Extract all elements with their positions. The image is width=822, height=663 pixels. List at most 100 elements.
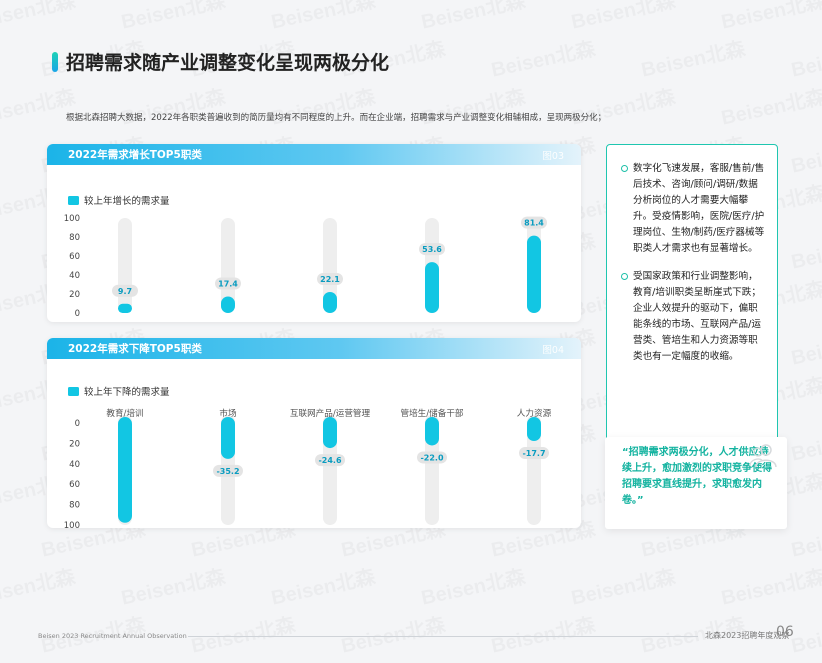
watermark-text: Beisen北森 (0, 0, 77, 35)
data-label: 81.4 (524, 219, 544, 228)
watermark-text: Beisen北森 (118, 560, 227, 610)
watermark-text: Beisen北森 (118, 0, 227, 35)
bar (527, 417, 541, 442)
y-tick-label: 80 (69, 233, 80, 243)
data-label-pill (519, 447, 549, 460)
legend-label: 较上年增长的需求量 (84, 195, 170, 207)
watermark-text: Beisen北森 (268, 80, 377, 130)
y-tick-label: 0 (75, 419, 80, 429)
category-label: 教育/培训 (106, 407, 143, 419)
category-label: 人力资源 (517, 407, 552, 419)
y-tick-label: 0 (75, 309, 80, 319)
watermark-text: Beisen北森 (488, 608, 597, 658)
decline-chart-title: 2022年需求下降TOP5职类 (68, 343, 202, 355)
watermark-text: Beisen北森 (418, 80, 527, 130)
bullet-dot-icon (621, 165, 628, 172)
y-tick-label: 40 (69, 460, 80, 470)
watermark-text: Beisen北森 (718, 560, 822, 610)
watermark-text: Beisen北森 (568, 560, 677, 610)
watermark-text: Beisen北森 (0, 80, 77, 130)
bar-track (323, 218, 337, 313)
bar (221, 296, 235, 313)
bar (221, 417, 235, 459)
insight-text: 数字化飞速发展，客服/售前/售后技术、咨询/顾问/调研/数据分析岗位的人才需要大… (633, 163, 765, 254)
data-label: 22.1 (320, 275, 340, 284)
watermark-text: Beisen北森 (638, 32, 747, 82)
decline-chart-panel: 2022年需求下降TOP5职类 图04 较上年下降的需求量 0 20 40 60 80 10… (47, 338, 581, 528)
category-label: 互联网产品/运营管理 (290, 407, 371, 419)
people-icon (749, 444, 777, 468)
y-tick-label: 60 (69, 480, 80, 490)
y-tick-label: 80 (69, 501, 80, 511)
insight-item: 数字化飞速发展，客服/售前/售后技术、咨询/顾问/调研/数据分析岗位的人才需要大… (621, 161, 765, 257)
watermark-text: Beisen北森 (568, 0, 677, 35)
page-number: 06 (776, 624, 794, 640)
decline-chart-figure-label: 图04 (542, 344, 564, 356)
category-label: 市场 (219, 407, 237, 419)
watermark-text: Beisen北森 (718, 0, 822, 35)
data-label-pill (213, 464, 243, 477)
watermark-text: Beisen北森 (788, 512, 822, 562)
watermark-text: Beisen北森 (568, 80, 677, 130)
data-label-pill (215, 277, 241, 290)
watermark-text: Beisen北森 (788, 128, 822, 178)
bullet-dot-icon (621, 273, 628, 280)
bar (527, 235, 541, 313)
y-tick-label: 100 (64, 214, 80, 224)
watermark-text: Beisen北森 (488, 32, 597, 82)
legend-label: 较上年下降的需求量 (84, 386, 170, 398)
legend-swatch (68, 387, 79, 396)
category-label: 管培生/储备干部 (400, 407, 463, 419)
y-tick-label: 20 (69, 439, 80, 449)
legend-swatch (68, 196, 79, 205)
insight-text: 受国家政策和行业调整影响，教育/培训职类呈断崖式下跌；企业人效提升的驱动下，偏职… (633, 271, 761, 362)
watermark-text: Beisen北森 (118, 80, 227, 130)
data-label-pill (521, 216, 547, 229)
data-label: -17.7 (522, 449, 545, 458)
data-label-pill (315, 454, 345, 467)
growth-chart-title: 2022年需求增长TOP5职类 (68, 149, 202, 161)
bar-track (118, 218, 132, 313)
footer-divider (188, 636, 698, 637)
bar (425, 262, 439, 313)
data-label: -24.6 (318, 456, 341, 465)
bar (118, 417, 132, 523)
watermark-text: Beisen北森 (0, 560, 77, 610)
watermark-text: Beisen北森 (268, 560, 377, 610)
watermark-text: Beisen北森 (338, 608, 447, 658)
y-tick-label: 20 (69, 290, 80, 300)
bar (323, 292, 337, 313)
bar (118, 303, 132, 313)
growth-chart: 较上年增长的需求量1008060402009.7商超/酒店/娱乐管理/服务17.… (64, 195, 547, 319)
growth-chart-figure-label: 图03 (542, 150, 564, 162)
growth-chart-header: 2022年需求增长TOP5职类 图03 (47, 144, 581, 165)
decline-chart: 较上年下降的需求量020406080100-97.8教育/培训-35.2市场-2… (64, 386, 552, 528)
bar-track (527, 415, 541, 525)
page-title: 招聘需求随产业调整变化呈现两极分化 (66, 52, 390, 74)
data-label: 53.6 (422, 245, 442, 254)
insight-item: 受国家政策和行业调整影响，教育/培训职类呈断崖式下跌；企业人效提升的驱动下，偏职… (621, 269, 765, 365)
watermark-text: Beisen北森 (718, 80, 822, 130)
y-tick-label: 100 (64, 521, 80, 528)
watermark-text: Beisen北森 (788, 416, 822, 466)
watermark-text: Beisen北森 (788, 224, 822, 274)
data-label: -35.2 (216, 467, 239, 476)
y-tick-label: 60 (69, 252, 80, 262)
quote-card: “招聘需求两极分化，人才供应持续上升，愈加激烈的求职竞争使得招聘要求直线提升，求… (605, 437, 787, 529)
watermark-text: Beisen北森 (418, 560, 527, 610)
watermark-text: Beisen北森 (268, 0, 377, 35)
bar (323, 417, 337, 449)
watermark-text: Beisen北森 (788, 32, 822, 82)
data-label: 17.4 (218, 279, 238, 288)
page-title-block: 招聘需求随产业调整变化呈现两极分化 (52, 48, 389, 75)
intro-text: 根据北森招聘大数据，2022年各职类普遍收到的简历量均有不同程度的上升。而在企业… (66, 113, 607, 123)
watermark-text: Beisen北森 (788, 320, 822, 370)
data-label: 9.7 (118, 287, 132, 296)
watermark-text: Beisen北森 (418, 0, 527, 35)
footer-left-text: Beisen 2023 Recruitment Annual Observati… (38, 632, 187, 640)
footer-right-text: 北森2023招聘年度观察 (705, 631, 790, 640)
data-label-pill (317, 273, 343, 286)
watermark-text: Beisen北森 (188, 608, 297, 658)
data-label: -22.0 (420, 453, 443, 462)
bar (425, 417, 439, 446)
